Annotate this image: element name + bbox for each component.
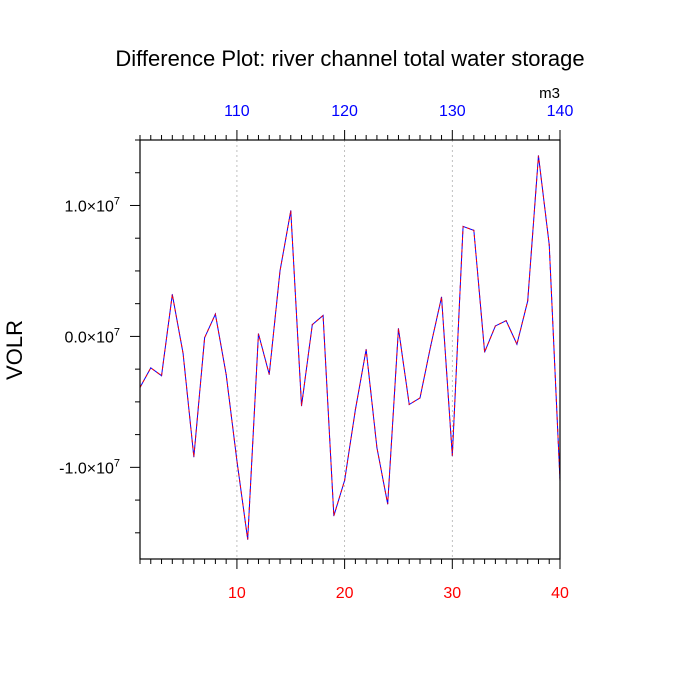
x-bottom-tick-label: 30: [443, 585, 461, 602]
x-top-tick-label: 140: [547, 103, 574, 120]
data-point: [354, 409, 356, 411]
data-point: [225, 373, 227, 375]
y-tick-label: -1.0×107: [59, 457, 120, 477]
y-tick-mantissa: 0.0×10: [64, 329, 113, 346]
data-point: [257, 333, 260, 335]
y-tick-exponent: 7: [114, 195, 120, 207]
y-tick-mantissa: 1.0×10: [64, 198, 113, 215]
data-point: [300, 405, 303, 407]
x-bottom-tick-label: 10: [228, 585, 246, 602]
data-point: [548, 244, 550, 246]
data-point: [537, 155, 540, 157]
chart-title: Difference Plot: river channel total wat…: [115, 46, 584, 71]
series-line-b: [139, 155, 561, 540]
data-point: [247, 538, 249, 540]
x-top-tick-label: 120: [331, 103, 358, 120]
data-point: [365, 348, 367, 351]
data-point: [462, 225, 464, 228]
data-point: [182, 352, 184, 355]
y-axis-label: VOLR: [2, 320, 27, 380]
data-point: [430, 344, 432, 347]
data-point: [333, 515, 335, 517]
data-point: [268, 373, 270, 375]
data-point: [160, 375, 163, 377]
grid-lines: [236, 140, 453, 559]
data-point: [484, 351, 486, 353]
data-point: [214, 313, 216, 315]
data-point: [236, 460, 238, 462]
x-bottom-tick-label: 20: [336, 585, 354, 602]
data-point: [473, 229, 475, 231]
y-tick-exponent: 7: [114, 326, 120, 338]
data-point: [516, 343, 518, 345]
data-point: [397, 327, 400, 330]
data-point: [527, 300, 529, 302]
data-point: [494, 325, 496, 327]
x-bottom-tick-label: 40: [551, 585, 569, 602]
data-point: [204, 337, 206, 339]
axes: [139, 139, 561, 560]
data-point: [451, 454, 453, 457]
data-point: [279, 270, 281, 272]
data-point: [290, 210, 292, 212]
x-top-tick-label: 130: [439, 103, 466, 120]
y-tick-mantissa: -1.0×10: [59, 460, 114, 477]
plot-frame: [139, 139, 561, 560]
y-tick-exponent: 7: [114, 457, 120, 469]
x-top-tick-label: 110: [224, 103, 250, 120]
y-tick-label: 1.0×107: [64, 195, 120, 215]
data-point: [505, 320, 507, 322]
data-point: [150, 367, 152, 369]
data-point: [322, 314, 324, 317]
data-point: [193, 456, 195, 458]
data-point: [376, 447, 378, 449]
data-point: [344, 479, 346, 482]
data-point: [171, 293, 173, 296]
series-line-a: [139, 155, 561, 540]
data-point: [311, 324, 313, 326]
series-lines: [139, 155, 561, 540]
y-tick-label: 0.0×107: [64, 326, 120, 346]
data-point: [408, 403, 410, 406]
data-point: [387, 503, 389, 505]
data-point: [419, 397, 421, 399]
units-label: m3: [539, 85, 560, 102]
tick-marks: [130, 130, 561, 569]
data-point: [440, 296, 443, 298]
